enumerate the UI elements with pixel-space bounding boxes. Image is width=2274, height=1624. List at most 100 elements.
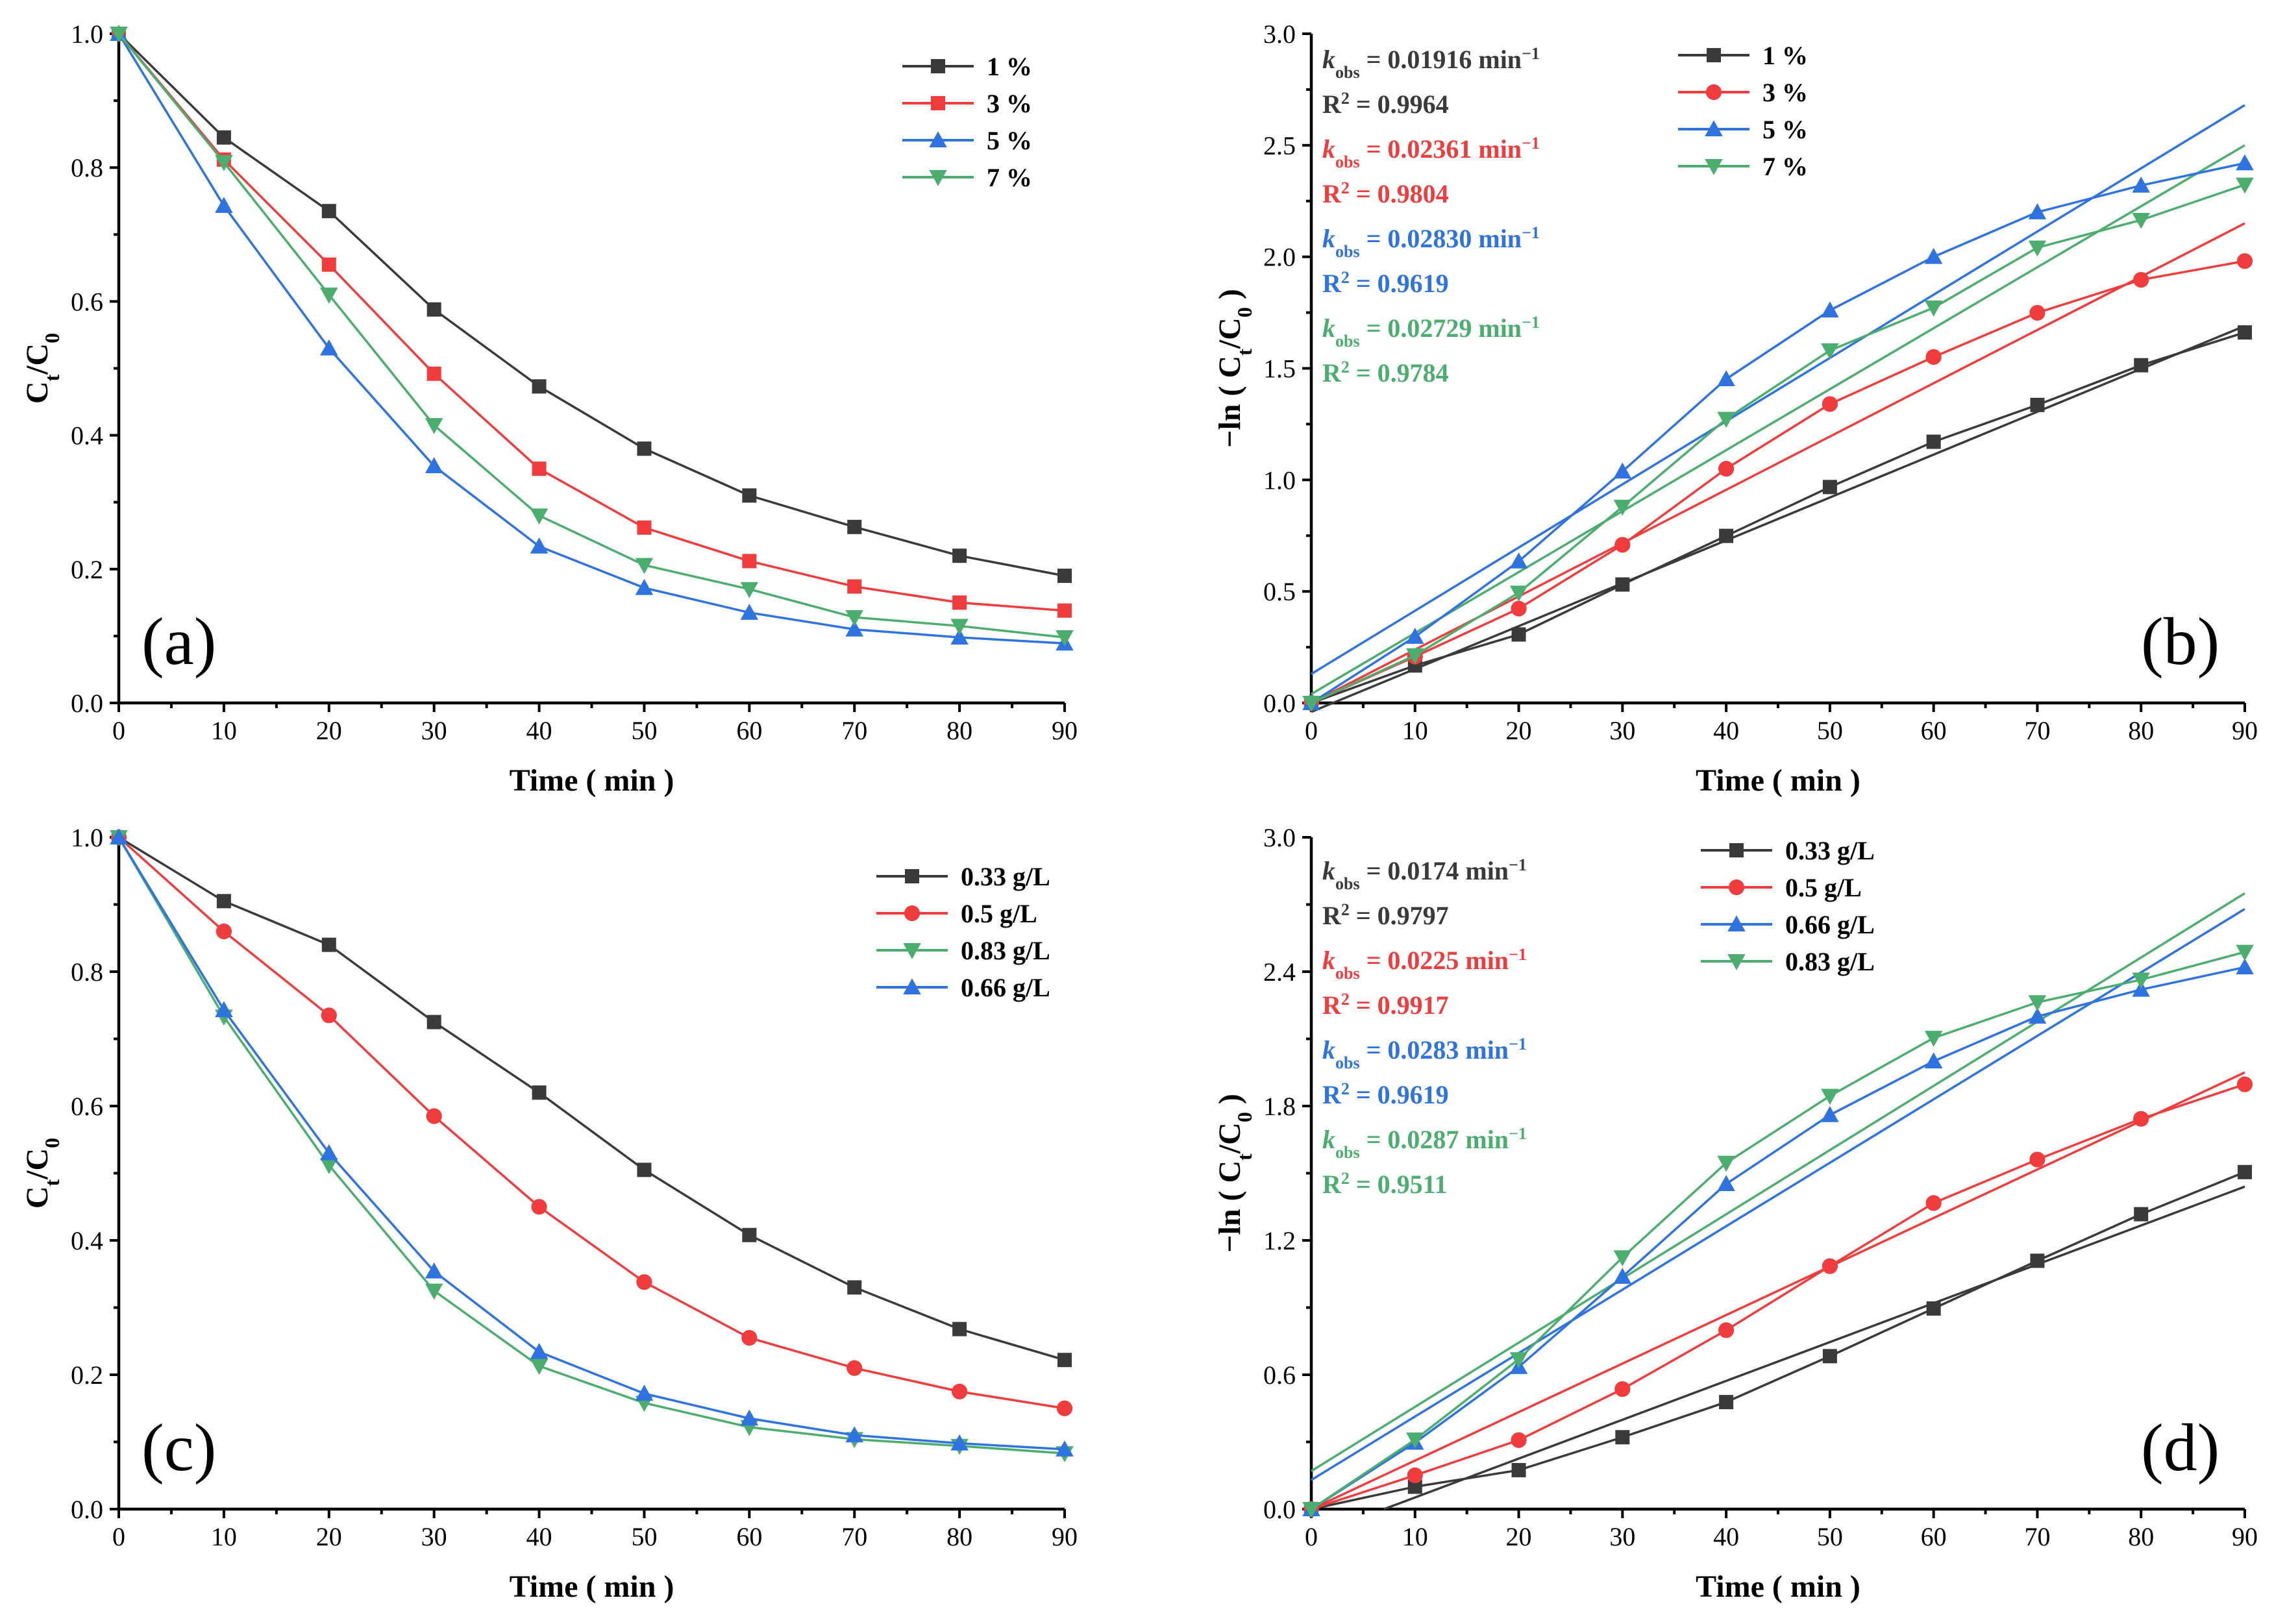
data-point: [845, 620, 863, 637]
legend-label: 1 %: [987, 52, 1032, 81]
data-point: [2028, 1007, 2047, 1024]
series-line: [117, 837, 1065, 1455]
data-point: [950, 619, 969, 635]
data-point: [637, 520, 652, 535]
data-point: [847, 579, 862, 594]
data-point: [2236, 958, 2254, 975]
data-point: [530, 1359, 549, 1375]
y-tick-label: 0.8: [71, 957, 103, 987]
legend-marker: [929, 131, 947, 147]
legend: 0.33 g/L 0.5 g/L 0.66 g/L 0.83 g/L: [1701, 836, 1875, 976]
fit-line: [1311, 892, 2245, 1472]
data-point: [741, 1329, 758, 1346]
x-tick-label: 20: [316, 716, 342, 745]
x-tick-label: 30: [421, 716, 447, 745]
series-line: [117, 32, 1065, 639]
x-tick-label: 30: [1609, 1522, 1635, 1551]
series-line: [1311, 1083, 2245, 1510]
legend: 1 % 3 % 5 % 7 %: [1678, 41, 1808, 181]
legend-label: 0.5 g/L: [1785, 873, 1862, 902]
data-point: [2236, 1076, 2253, 1092]
x-tick-label: 80: [2128, 1522, 2154, 1551]
data-point: [216, 894, 231, 909]
data-point: [635, 1384, 654, 1401]
legend-label: 0.33 g/L: [1785, 836, 1875, 865]
legend-marker: [903, 943, 921, 959]
series: [1303, 1076, 2253, 1518]
data-point: [636, 1274, 652, 1290]
legend-marker: [904, 905, 921, 922]
series: [112, 830, 1072, 1368]
data-point: [847, 1280, 862, 1295]
x-tick-label: 90: [2232, 716, 2258, 745]
data-point: [952, 548, 967, 563]
data-point: [530, 508, 549, 525]
y-tick-label: 0.0: [1263, 1495, 1296, 1524]
x-tick-label: 80: [946, 716, 972, 745]
x-tick-label: 80: [946, 1522, 972, 1551]
data-point: [1924, 247, 1943, 264]
fit-line: [1311, 907, 2245, 1481]
y-tick-label: 2.0: [1263, 243, 1296, 272]
fit-line: [1311, 222, 2245, 704]
data-point: [2028, 240, 2047, 257]
x-axis-label: Time ( min ): [1696, 1569, 1860, 1604]
data-point: [1511, 627, 1526, 642]
data-point: [321, 204, 336, 219]
y-tick-label: 1.5: [1263, 354, 1296, 384]
data-point: [425, 457, 443, 474]
series-line: [1311, 331, 2245, 704]
x-tick-label: 90: [1052, 716, 1078, 745]
data-point: [2236, 177, 2254, 194]
data-point: [1406, 648, 1424, 665]
data-point: [1717, 1155, 1735, 1172]
y-tick-label: 1.8: [1263, 1092, 1296, 1121]
data-point: [320, 339, 338, 356]
data-point: [1302, 696, 1320, 712]
data-point: [426, 366, 441, 381]
series-line: [117, 32, 1065, 577]
panel-b: 0 10 20 30 40 50 60 70 80 90 0.0 0.5 1.0 1.5 2.0 2.5 3.0…: [1213, 19, 2258, 798]
panel-a: 0 10 20 30 40 50 60 70 80 90 0.0 0.2 0.4 0.6 0.8 1.0 Tim…: [20, 19, 1078, 798]
x-axis-label: Time ( min ): [1696, 763, 1860, 798]
y-tick-label: 2.5: [1263, 131, 1296, 160]
data-point: [2238, 325, 2252, 340]
x-tick-label: 30: [1609, 716, 1635, 745]
r2-annotation: R2 = 0.9619: [1322, 268, 1449, 299]
legend-marker: [1705, 84, 1722, 101]
legend-marker: [1705, 159, 1723, 175]
data-point: [1718, 461, 1735, 477]
data-point: [1509, 1352, 1528, 1368]
fit-line: [1311, 104, 2245, 675]
data-point: [1406, 628, 1424, 644]
series-line: [118, 836, 1065, 1361]
data-point: [2134, 1207, 2149, 1222]
panel-c: 0 10 20 30 40 50 60 70 80 90 0.0 0.2 0.4 0.6 0.8 1.0 Tim…: [20, 823, 1078, 1604]
legend-marker: [905, 869, 919, 883]
data-point: [2238, 1164, 2252, 1179]
legend-label: 0.33 g/L: [961, 862, 1050, 891]
data-point: [321, 1007, 337, 1024]
data-point: [1615, 577, 1630, 592]
x-tick-label: 70: [2024, 1522, 2050, 1551]
series-line: [117, 32, 1065, 612]
data-point: [740, 1409, 759, 1426]
data-point: [1926, 434, 1941, 449]
y-tick-label: 3.0: [1263, 19, 1296, 49]
series-line: [1311, 184, 2245, 704]
data-point: [2132, 176, 2150, 193]
data-point: [532, 1085, 547, 1100]
data-point: [1925, 1195, 1942, 1211]
series: [110, 25, 1074, 651]
data-point: [1822, 1349, 1837, 1364]
data-point: [216, 923, 232, 939]
panel-label: (d): [2141, 1410, 2219, 1485]
data-point: [1509, 585, 1528, 602]
legend-label: 0.66 g/L: [961, 973, 1050, 1002]
y-tick-label: 0.2: [71, 555, 103, 584]
x-tick-label: 0: [1305, 716, 1318, 745]
data-point: [635, 558, 654, 574]
legend-marker: [931, 96, 945, 110]
data-point: [1056, 1440, 1074, 1457]
legend-marker: [1729, 843, 1744, 857]
